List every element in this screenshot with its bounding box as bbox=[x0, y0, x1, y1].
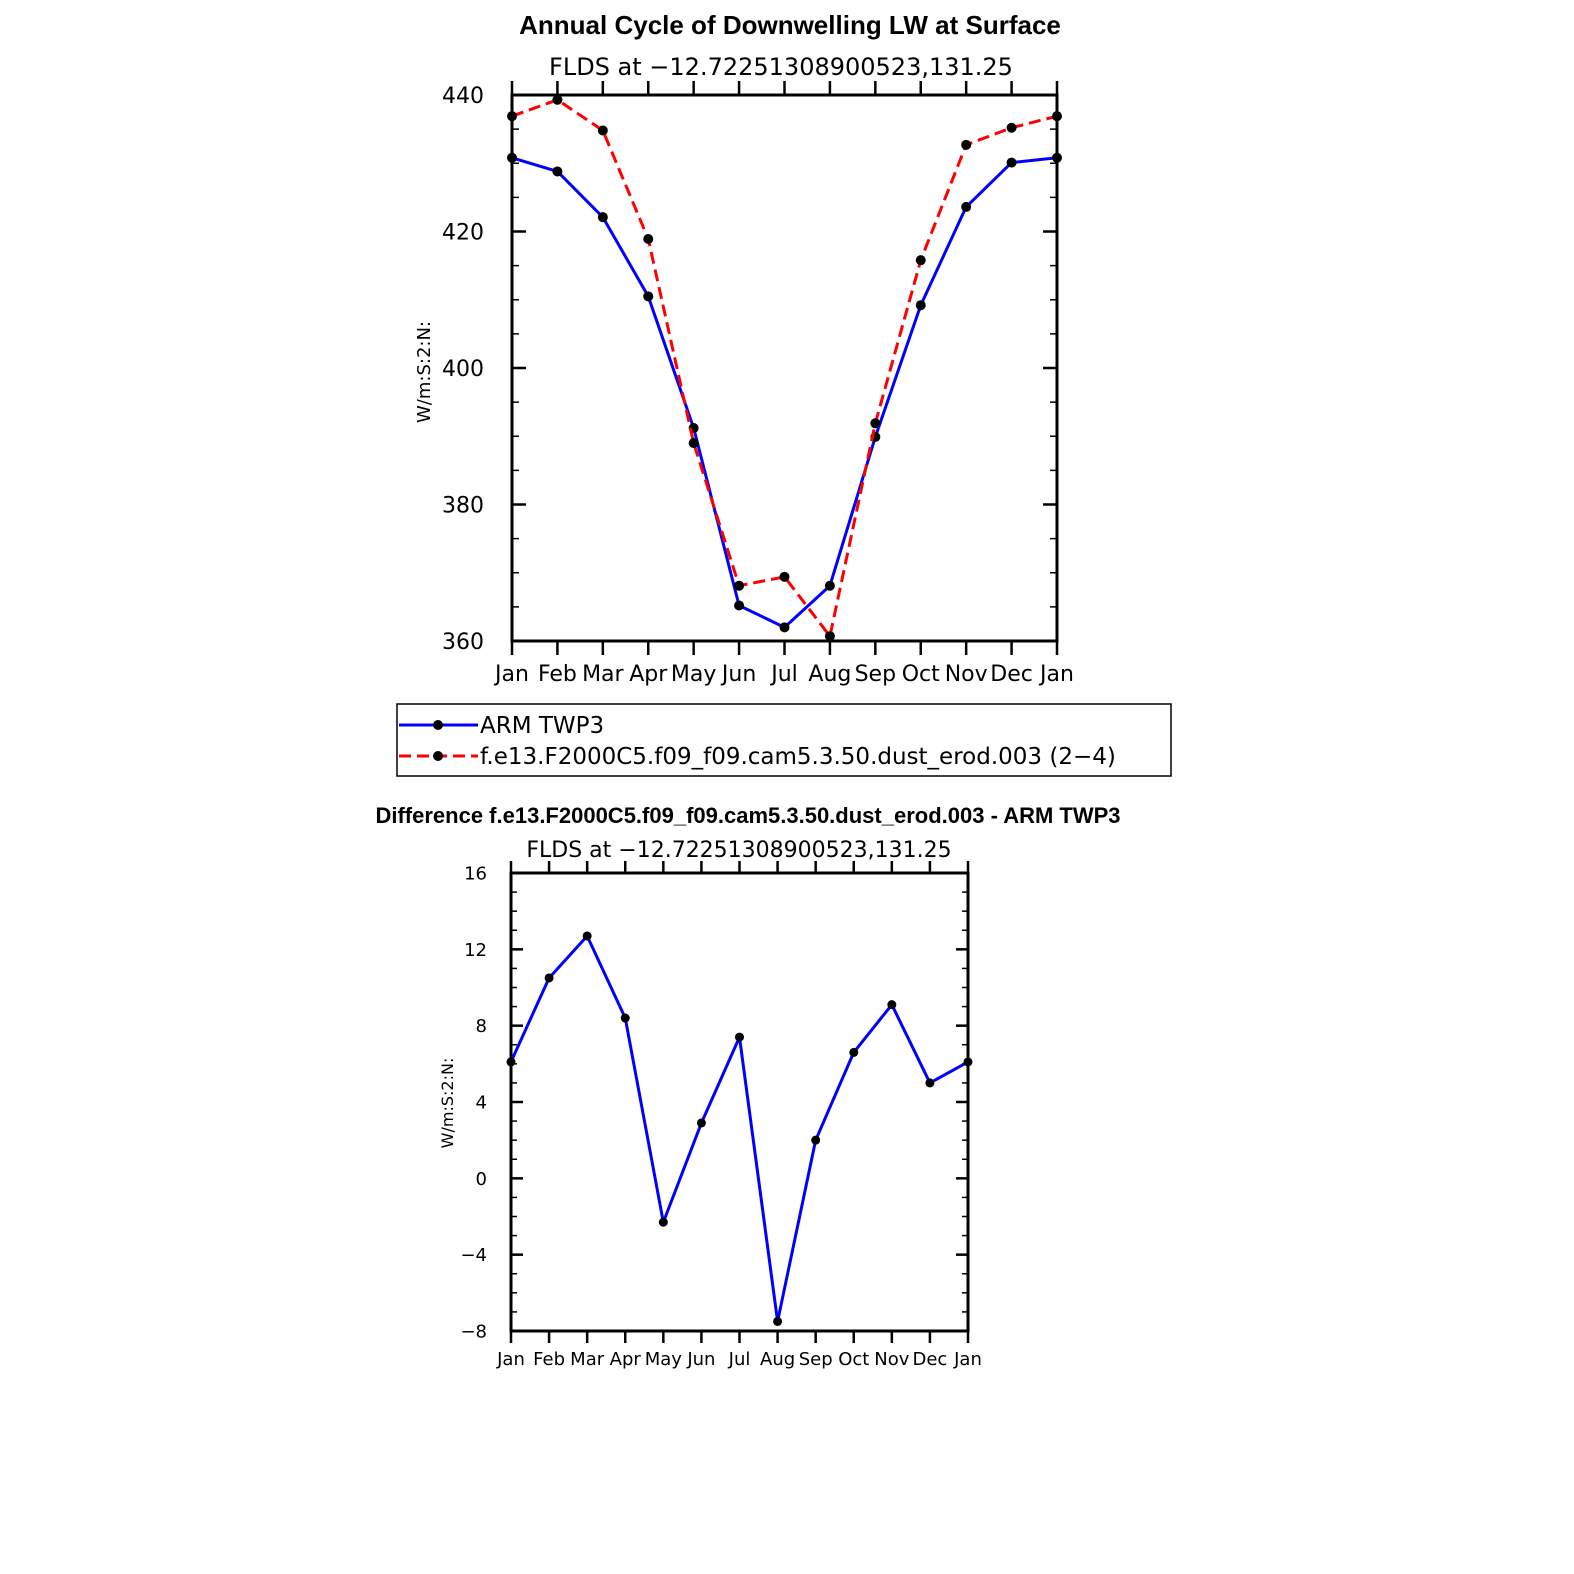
x-tick-label: Feb bbox=[538, 662, 577, 687]
annual-cycle-chart: Annual Cycle of Downwelling LW at Surfac… bbox=[396, 10, 1172, 777]
x-tick-label: Dec bbox=[912, 1349, 947, 1370]
data-point bbox=[597, 125, 608, 136]
y-tick-label: 440 bbox=[442, 84, 484, 109]
data-point bbox=[597, 212, 608, 223]
data-point bbox=[887, 1000, 897, 1010]
x-tick-label: Jan bbox=[493, 662, 529, 687]
chart-subtitle: FLDS at −12.72251308900523,131.25 bbox=[549, 53, 1013, 81]
data-point bbox=[735, 1032, 744, 1042]
plot-area: Jan Feb Mar Apr May Jun Jul Aug Sep Oct Nov Dec Jan−… bbox=[460, 861, 982, 1370]
x-tick-label: Jul bbox=[728, 1349, 751, 1370]
y-axis-label: W/m:S:2:N: bbox=[438, 1058, 457, 1149]
data-point bbox=[849, 1047, 859, 1057]
y-tick-label: 12 bbox=[464, 940, 487, 961]
x-tick-label: Sep bbox=[799, 1349, 833, 1370]
y-tick-label: 0 bbox=[476, 1169, 487, 1190]
x-tick-label: Aug bbox=[808, 662, 851, 687]
plot-area: Jan Feb Mar Apr May Jun Jul Aug Sep Oct Nov Dec Jan3… bbox=[442, 81, 1074, 687]
x-tick-label: Aug bbox=[760, 1349, 795, 1370]
data-point bbox=[961, 201, 972, 212]
data-point bbox=[506, 1057, 516, 1067]
x-tick-label: Feb bbox=[533, 1349, 565, 1370]
x-tick-label: Apr bbox=[629, 662, 668, 687]
legend-box bbox=[396, 703, 1172, 777]
y-tick-label: −4 bbox=[460, 1245, 487, 1266]
y-tick-label: −8 bbox=[460, 1321, 487, 1342]
data-point bbox=[688, 438, 699, 449]
series-line-0 bbox=[511, 156, 1058, 629]
series-line-0 bbox=[509, 934, 969, 1323]
x-tick-label: May bbox=[645, 1349, 683, 1370]
x-tick-label: Mar bbox=[570, 1349, 605, 1370]
data-point bbox=[811, 1135, 821, 1145]
series-line-1 bbox=[511, 98, 1058, 638]
y-tick-label: 4 bbox=[476, 1092, 487, 1113]
legend-label: f.e13.F2000C5.f09_f09.cam5.3.50.dust_ero… bbox=[480, 744, 1116, 770]
x-tick-label: Jan bbox=[1038, 662, 1074, 687]
y-tick-label: 8 bbox=[476, 1016, 487, 1037]
plot-frame bbox=[509, 871, 970, 1333]
legend: ARM TWP3 f.e13.F2000C5.f09_f09.cam5.3.50.… bbox=[396, 703, 1172, 777]
data-point bbox=[925, 1078, 935, 1088]
legend-marker bbox=[433, 751, 443, 761]
x-tick-label: Apr bbox=[610, 1349, 642, 1370]
y-axis-label: W/m:S:2:N: bbox=[414, 321, 435, 423]
data-point bbox=[915, 255, 926, 266]
legend-marker bbox=[433, 720, 443, 730]
x-tick-label: Sep bbox=[855, 662, 896, 687]
chart-title: Difference f.e13.F2000C5.f09_f09.cam5.3.… bbox=[375, 803, 1120, 828]
x-tick-label: Oct bbox=[838, 1349, 869, 1370]
x-tick-label: Nov bbox=[945, 662, 988, 687]
legend-label: ARM TWP3 bbox=[480, 713, 604, 739]
data-point bbox=[620, 1013, 630, 1023]
y-tick-label: 360 bbox=[442, 630, 484, 655]
data-point bbox=[658, 1217, 668, 1227]
difference-chart: Difference f.e13.F2000C5.f09_f09.cam5.3.… bbox=[375, 803, 1120, 1370]
data-point bbox=[552, 94, 563, 105]
data-point bbox=[507, 111, 517, 122]
data-point bbox=[824, 580, 835, 591]
data-point bbox=[1052, 111, 1062, 122]
data-point bbox=[824, 631, 835, 642]
y-tick-label: 380 bbox=[442, 493, 484, 518]
chart-title: Annual Cycle of Downwelling LW at Surfac… bbox=[519, 10, 1061, 40]
data-point bbox=[734, 600, 745, 611]
x-tick-label: Jun bbox=[686, 1349, 715, 1370]
chart-subtitle: FLDS at −12.72251308900523,131.25 bbox=[526, 838, 951, 863]
plot-frame bbox=[510, 93, 1059, 643]
data-point bbox=[1052, 152, 1062, 163]
x-tick-label: May bbox=[671, 662, 716, 687]
x-tick-label: Jan bbox=[953, 1349, 982, 1370]
data-point bbox=[544, 973, 554, 983]
data-point bbox=[779, 571, 790, 582]
x-tick-label: Jun bbox=[720, 662, 756, 687]
data-point bbox=[1006, 122, 1017, 133]
y-tick-label: 16 bbox=[464, 863, 487, 884]
data-point bbox=[643, 234, 654, 245]
data-point bbox=[779, 622, 790, 633]
x-tick-label: Jan bbox=[496, 1349, 525, 1370]
y-tick-label: 420 bbox=[442, 220, 484, 245]
x-tick-label: Dec bbox=[990, 662, 1033, 687]
data-point bbox=[773, 1316, 783, 1326]
data-point bbox=[734, 580, 745, 591]
data-point bbox=[552, 166, 563, 177]
x-tick-label: Nov bbox=[874, 1349, 909, 1370]
data-point bbox=[870, 418, 881, 429]
x-tick-label: Oct bbox=[902, 662, 940, 687]
data-point bbox=[507, 152, 517, 163]
data-point bbox=[961, 139, 972, 150]
data-point bbox=[1006, 157, 1017, 168]
data-point bbox=[696, 1118, 706, 1128]
data-point bbox=[582, 931, 592, 941]
data-point bbox=[915, 300, 926, 311]
x-tick-label: Mar bbox=[582, 662, 624, 687]
x-tick-label: Jul bbox=[769, 662, 798, 687]
y-tick-label: 400 bbox=[442, 357, 484, 382]
data-point bbox=[963, 1057, 973, 1067]
data-point bbox=[643, 291, 654, 302]
